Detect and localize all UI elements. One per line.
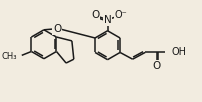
- Text: O: O: [53, 24, 61, 34]
- Text: OH: OH: [170, 47, 185, 57]
- Text: N: N: [103, 15, 111, 25]
- Text: O: O: [152, 61, 160, 71]
- Text: CH₃: CH₃: [1, 52, 17, 61]
- Text: O⁻: O⁻: [114, 10, 127, 20]
- Text: O: O: [90, 10, 99, 20]
